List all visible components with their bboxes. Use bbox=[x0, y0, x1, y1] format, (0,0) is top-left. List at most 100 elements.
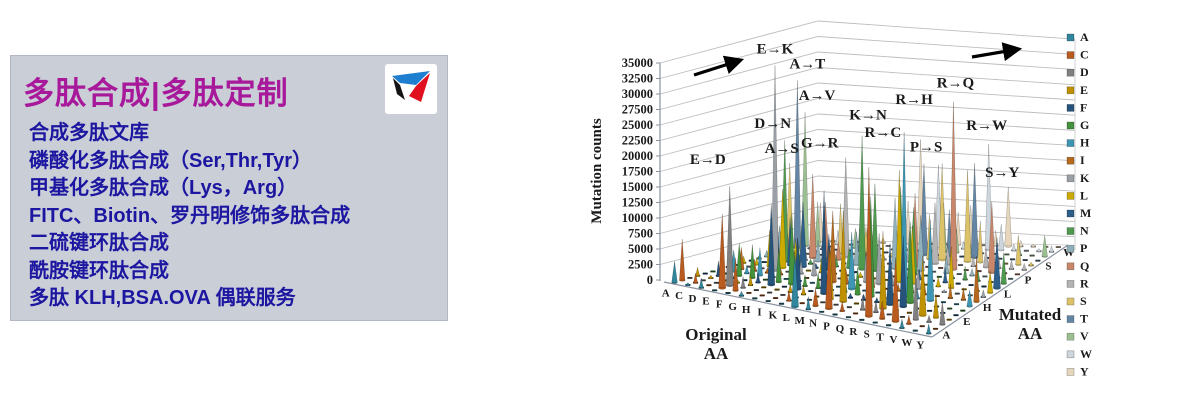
grid-line bbox=[659, 144, 1076, 188]
floor-dash bbox=[953, 314, 959, 317]
legend-label: W bbox=[1080, 347, 1092, 361]
legend-swatch bbox=[1066, 139, 1075, 147]
y-tick-label: 15000 bbox=[622, 180, 653, 194]
x-category-label: C bbox=[675, 290, 683, 302]
cone bbox=[1009, 260, 1014, 270]
floor-dash bbox=[936, 275, 942, 278]
legend-label: K bbox=[1080, 171, 1090, 185]
service-item: 合成多肽文库 bbox=[29, 122, 149, 144]
cone bbox=[858, 271, 863, 278]
service-item: 多肽 KLH,BSA.OVA 偶联服务 bbox=[29, 287, 296, 309]
legend-label: G bbox=[1080, 118, 1089, 132]
cone bbox=[920, 163, 928, 255]
floor-dash bbox=[808, 290, 814, 293]
legend-item: R bbox=[1066, 276, 1089, 290]
cone bbox=[755, 272, 761, 283]
grid-line bbox=[659, 175, 1076, 219]
x-category-label: P bbox=[823, 320, 830, 332]
floor-dash bbox=[819, 310, 825, 313]
z-axis-title-line1: Mutated bbox=[999, 305, 1062, 324]
floor-dash bbox=[953, 303, 960, 306]
cone bbox=[873, 300, 879, 313]
legend-swatch bbox=[1066, 68, 1075, 77]
cone bbox=[886, 243, 894, 305]
floor-dash bbox=[846, 306, 852, 309]
cone bbox=[961, 287, 966, 301]
floor-dash bbox=[1004, 253, 1010, 256]
cone bbox=[931, 202, 939, 264]
floor-dash bbox=[932, 327, 939, 330]
cone bbox=[1011, 243, 1017, 251]
x-category-label: N bbox=[809, 318, 817, 330]
legend-item: D bbox=[1066, 65, 1089, 79]
floor-dash bbox=[725, 292, 731, 294]
floor-dash bbox=[799, 302, 805, 305]
peak-annotation: R→Q bbox=[937, 76, 975, 92]
grid-line bbox=[659, 20, 1076, 64]
legend-item: P bbox=[1066, 241, 1087, 255]
y-axis-title: Mutation counts bbox=[589, 118, 605, 224]
mutated-tick-label: W bbox=[1063, 247, 1074, 259]
cone bbox=[906, 221, 915, 303]
cone bbox=[679, 239, 686, 281]
legend-swatch bbox=[1066, 33, 1075, 42]
legend-item: G bbox=[1066, 118, 1089, 132]
cone bbox=[948, 246, 955, 289]
floor-dash bbox=[872, 321, 878, 324]
service-item: 酰胺键环肽合成 bbox=[29, 259, 169, 282]
floor-dash bbox=[1023, 249, 1029, 252]
floor-dash bbox=[946, 318, 952, 321]
cone bbox=[695, 267, 700, 277]
cone bbox=[767, 204, 776, 285]
cone bbox=[987, 201, 996, 273]
legend-label: T bbox=[1080, 312, 1088, 326]
legend-item: Y bbox=[1066, 364, 1089, 378]
cone bbox=[810, 257, 818, 276]
cone bbox=[938, 163, 946, 260]
peak-annotation: K→N bbox=[849, 108, 887, 124]
legend-item: M bbox=[1066, 206, 1091, 220]
direction-arrow bbox=[971, 42, 1023, 62]
x-category-label: R bbox=[849, 326, 858, 338]
grid-line bbox=[659, 113, 1076, 157]
floor-dash bbox=[960, 309, 966, 312]
legend-label: R bbox=[1080, 276, 1089, 290]
cone bbox=[725, 186, 734, 286]
floor-dash bbox=[765, 300, 771, 303]
y-tick-label: 2500 bbox=[628, 258, 653, 272]
y-tick-label: 25000 bbox=[622, 118, 653, 132]
legend-label: F bbox=[1080, 100, 1087, 114]
grid-line bbox=[659, 51, 1076, 95]
cone bbox=[839, 301, 845, 312]
floor-dash bbox=[753, 289, 759, 292]
service-item: 二硫键环肽合成 bbox=[29, 232, 169, 254]
x-category-label: K bbox=[769, 309, 778, 321]
floor-dash bbox=[1029, 254, 1035, 257]
floor-dash bbox=[906, 311, 913, 314]
floor-dash bbox=[702, 272, 708, 275]
legend-swatch bbox=[1066, 368, 1075, 376]
y-tick-label: 10000 bbox=[622, 211, 653, 225]
grid-line bbox=[659, 98, 1076, 141]
legend-item: K bbox=[1066, 171, 1090, 185]
cone bbox=[787, 213, 796, 285]
cone bbox=[698, 277, 704, 288]
x-category-label: Q bbox=[836, 323, 845, 335]
grid-line bbox=[659, 67, 1076, 110]
legend-label: L bbox=[1080, 188, 1088, 202]
cone bbox=[935, 276, 941, 287]
floor-dash bbox=[981, 285, 987, 288]
promo-panel[interactable]: 多肽合成|多肽定制 合成多肽文库 磷酸化多肽合成（Ser,Thr,Tyr） 甲基化多… bbox=[10, 55, 448, 321]
cone bbox=[1030, 243, 1036, 247]
cone bbox=[962, 266, 968, 280]
legend-swatch bbox=[1066, 121, 1075, 130]
cone bbox=[943, 256, 950, 274]
cone bbox=[977, 221, 984, 263]
cone bbox=[847, 231, 856, 289]
peak-annotation: E→K bbox=[757, 41, 794, 57]
floor-dash bbox=[761, 261, 767, 264]
x-category-label: I bbox=[757, 307, 761, 319]
cone bbox=[860, 295, 865, 310]
legend-label: S bbox=[1080, 294, 1087, 308]
